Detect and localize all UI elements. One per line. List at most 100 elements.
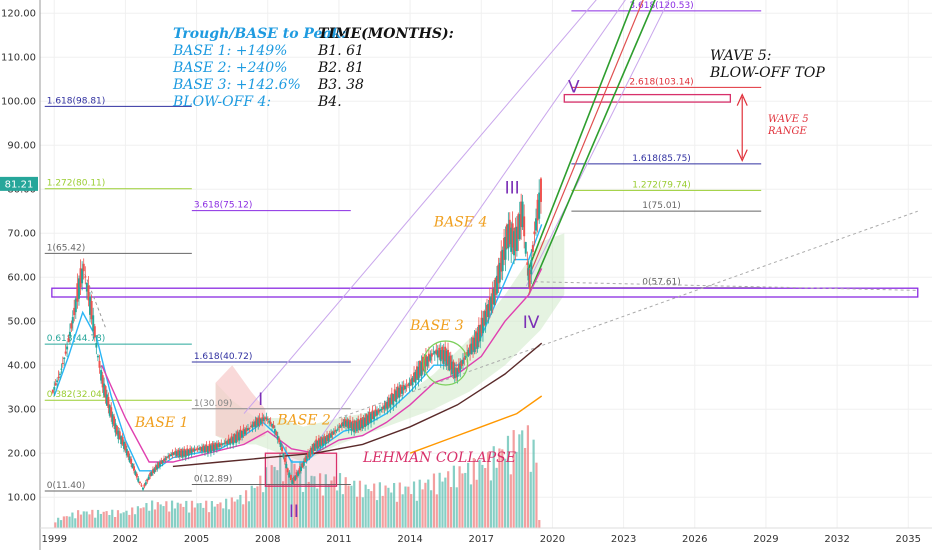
candle-body [161,460,164,464]
volume-bar [370,491,373,528]
header-right-line: B1. 61 [317,43,364,59]
volume-bar [441,481,444,528]
candle-body [121,437,124,445]
volume-bar [114,516,117,528]
candle-body [464,356,467,358]
candle-body [292,476,295,482]
candle-body [211,443,214,451]
fibonacci-levels: 1.618(98.81) 1.272(80.11) 3.618(75.12) 1(65… [44,1,762,492]
zones [51,93,919,487]
candle-body [215,444,218,450]
volume-bar [279,452,282,528]
volume-bar [512,430,515,528]
volume-bar [74,518,77,528]
candle-body [404,385,407,390]
volume-bar [424,482,427,528]
volume-bar [88,514,91,528]
candle-body [244,429,247,435]
fib-label: 0(12.89) [194,474,233,484]
candle-body [195,448,198,450]
candle-body [461,360,464,364]
volume-bar [526,425,530,528]
y-tick-label: 100.00 [1,97,36,108]
volume-bar [296,475,299,528]
candle-body [395,390,398,402]
y-tick-label: 50.00 [7,317,36,328]
candle-body [229,438,232,445]
y-axis[interactable]: 10.0020.0030.0040.0050.0060.0070.0080.00… [0,0,41,550]
volume-bar [316,488,319,528]
candle-body [241,430,244,438]
candle-body [214,442,217,449]
volume-bar [96,509,100,528]
volume-bar [264,467,268,528]
candle-body [242,428,245,435]
x-axis[interactable]: 1999 2002 2005 2008 2011 2014 2017 2020 2023 2026… [40,527,932,545]
candle-body [266,418,269,421]
candle-body [305,455,308,461]
wave-label: II [289,502,299,522]
candle-body [261,417,264,422]
volume-bar [68,516,71,528]
y-tick-label: 20.00 [7,449,36,460]
candle-body [349,419,352,428]
volume-bar [227,509,231,528]
candle-body [223,442,226,444]
dashed-line [82,268,107,331]
header-right-line: B3. 38 [317,77,364,93]
volume-bar [270,465,273,528]
candle-body [108,405,111,416]
candle-body [98,360,101,368]
candle-body [426,356,429,367]
candle-body [339,425,342,428]
candle-body [254,421,257,428]
volume-bar [529,471,532,528]
candle-body [447,349,450,365]
candle-body [483,311,486,326]
candle-body [282,453,285,458]
volume-bar [133,514,137,528]
candle-body [514,227,517,251]
volume-bar [54,522,57,528]
candle-body [248,427,251,429]
x-tick-label: 2035 [896,534,921,545]
wave-label: IV [523,313,540,333]
volume-bar [415,500,418,528]
candle-body [79,268,82,288]
volume-bar [216,503,219,528]
fib-label: 0.618(44.78) [47,334,106,344]
candle-body [135,473,138,478]
volume-bar [71,512,74,528]
candle-body [487,304,490,317]
ma-slow-line [172,342,543,468]
candle-body [392,393,395,406]
candle-body [206,446,209,454]
candle-body [488,296,491,311]
channel-line [291,0,626,480]
candle-body [288,472,291,478]
volume-bar [287,471,290,528]
candle-body [146,478,149,482]
volume-bar [188,512,191,528]
candle-body [298,467,301,473]
candle-body [469,344,472,353]
channel-line-green [527,0,635,269]
y-tick-label: 120.00 [1,9,36,20]
candle-body [477,324,480,342]
volume-bar [321,495,325,528]
volume-bar [393,482,396,528]
volume-bar [475,479,478,528]
x-tick-label: 2005 [184,534,209,545]
candle-body [484,311,487,325]
candle-body [221,443,224,445]
candle-body [276,435,279,440]
volume-bar [461,473,464,528]
candle-body [67,338,70,342]
fib-label-right: 2.618(103.14) [629,77,693,87]
candle-body [505,224,508,249]
candle-body [355,422,358,432]
volume-bar [122,512,125,528]
volume-bar [495,467,498,528]
candle-body [217,442,220,448]
